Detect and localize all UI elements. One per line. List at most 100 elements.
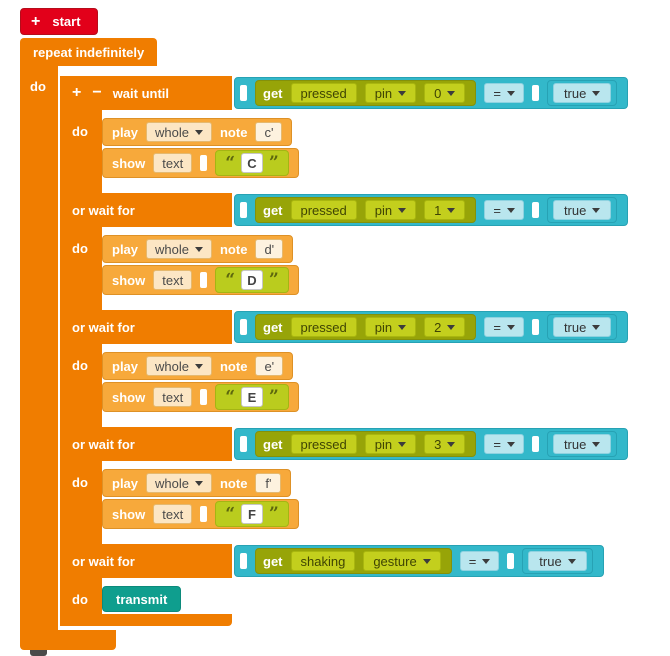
wait-do-label: do bbox=[72, 241, 88, 256]
sensor-mode-field: pressed bbox=[290, 200, 357, 220]
play-note-block[interactable]: play whole note c' bbox=[102, 118, 293, 146]
sensor-port-dropdown[interactable]: 3 bbox=[424, 434, 466, 454]
boolean-dropdown[interactable]: true bbox=[552, 317, 612, 337]
play-note-block[interactable]: play whole note e' bbox=[102, 352, 294, 380]
boolean-dropdown[interactable]: true bbox=[552, 200, 612, 220]
wait-remove-button[interactable]: − bbox=[92, 84, 102, 101]
note-field[interactable]: f' bbox=[255, 473, 282, 493]
operator-dropdown[interactable]: = bbox=[484, 317, 524, 337]
sensor-kind-value: gesture bbox=[373, 553, 417, 569]
string-input[interactable]: D bbox=[240, 270, 263, 290]
play-note-block[interactable]: play whole note f' bbox=[102, 469, 292, 497]
operator-dropdown[interactable]: = bbox=[484, 83, 524, 103]
pin-sensor-block[interactable]: get pressed pin 2 bbox=[255, 314, 477, 340]
value-socket bbox=[200, 272, 208, 288]
string-value-block[interactable]: “ C ” bbox=[215, 150, 289, 176]
repeat-block-footer bbox=[20, 630, 116, 656]
sensor-kind-dropdown[interactable]: pin bbox=[364, 83, 417, 103]
gesture-sensor-block[interactable]: get shaking gesture bbox=[255, 548, 452, 574]
boolean-value-block[interactable]: true bbox=[546, 197, 618, 223]
duration-dropdown[interactable]: whole bbox=[146, 239, 212, 259]
operator-dropdown[interactable]: = bbox=[484, 200, 524, 220]
show-type-field[interactable]: text bbox=[153, 504, 193, 524]
comparison-block[interactable]: get pressed pin 1 bbox=[234, 194, 629, 226]
wait-do-row: do play whole note e' bbox=[60, 352, 628, 412]
sensor-port-dropdown[interactable]: 1 bbox=[424, 200, 466, 220]
boolean-value: true bbox=[563, 85, 587, 101]
sensor-get-label: get bbox=[263, 85, 283, 101]
duration-dropdown[interactable]: whole bbox=[146, 356, 212, 376]
sensor-kind-dropdown[interactable]: pin bbox=[364, 317, 417, 337]
play-label: play bbox=[112, 241, 139, 257]
statement-stack: play whole note e' show text bbox=[102, 352, 299, 412]
sensor-port-dropdown[interactable]: 2 bbox=[424, 317, 466, 337]
boolean-dropdown[interactable]: true bbox=[552, 434, 612, 454]
show-label: show bbox=[112, 389, 146, 405]
boolean-value-block[interactable]: true bbox=[546, 431, 618, 457]
note-field[interactable]: e' bbox=[255, 356, 284, 376]
dropdown-caret-icon bbox=[447, 208, 456, 213]
boolean-value-block[interactable]: true bbox=[522, 548, 593, 574]
start-block[interactable]: + start bbox=[20, 8, 98, 35]
string-value-block[interactable]: “ D ” bbox=[215, 267, 289, 293]
play-note-block[interactable]: play whole note d' bbox=[102, 235, 294, 263]
comparison-block[interactable]: get pressed pin 0 bbox=[234, 77, 629, 109]
sensor-get-label: get bbox=[263, 436, 283, 452]
wait-do-label: do bbox=[72, 358, 88, 373]
sensor-kind-dropdown[interactable]: pin bbox=[364, 434, 417, 454]
string-value-block[interactable]: “ F ” bbox=[215, 501, 289, 527]
pin-sensor-block[interactable]: get pressed pin 3 bbox=[255, 431, 477, 457]
operator-dropdown[interactable]: = bbox=[484, 434, 524, 454]
statement-stack: play whole note d' show text bbox=[102, 235, 299, 295]
comparison-block[interactable]: get shaking gesture = bbox=[234, 545, 604, 577]
pin-sensor-block[interactable]: get pressed pin 1 bbox=[255, 197, 477, 223]
boolean-value-block[interactable]: true bbox=[546, 314, 618, 340]
pin-sensor-block[interactable]: get pressed pin 0 bbox=[255, 80, 477, 106]
string-input[interactable]: F bbox=[240, 504, 263, 524]
boolean-dropdown[interactable]: true bbox=[552, 83, 612, 103]
note-field[interactable]: c' bbox=[255, 122, 283, 142]
transmit-block[interactable]: transmit bbox=[102, 586, 182, 612]
wait-add-button[interactable]: + bbox=[72, 84, 82, 101]
boolean-value-block[interactable]: true bbox=[546, 80, 618, 106]
sensor-kind-dropdown[interactable]: pin bbox=[364, 200, 417, 220]
comparison-block[interactable]: get pressed pin 2 bbox=[234, 311, 629, 343]
comparison-block[interactable]: get pressed pin 3 bbox=[234, 428, 629, 460]
operator-dropdown[interactable]: = bbox=[459, 551, 500, 571]
show-type-field[interactable]: text bbox=[153, 153, 193, 173]
dropdown-caret-icon bbox=[398, 208, 407, 213]
start-plus-button[interactable]: + bbox=[31, 12, 41, 30]
dropdown-caret-icon bbox=[592, 442, 601, 447]
note-word-label: note bbox=[219, 358, 248, 374]
boolean-dropdown[interactable]: true bbox=[528, 551, 587, 571]
duration-dropdown[interactable]: whole bbox=[146, 473, 212, 493]
value-socket bbox=[240, 85, 247, 101]
transmit-label: transmit bbox=[116, 591, 168, 607]
value-socket bbox=[531, 85, 539, 101]
value-socket bbox=[507, 553, 515, 569]
duration-dropdown[interactable]: whole bbox=[146, 122, 212, 142]
show-type-field[interactable]: text bbox=[153, 270, 193, 290]
dropdown-caret-icon bbox=[194, 364, 203, 369]
string-value-block[interactable]: “ E ” bbox=[215, 384, 289, 410]
show-text-block[interactable]: show text “ F ” bbox=[102, 499, 299, 529]
show-label: show bbox=[112, 155, 146, 171]
show-text-block[interactable]: show text “ D ” bbox=[102, 265, 299, 295]
wait-until-block[interactable]: + − wait until get pressed pin bbox=[60, 76, 629, 626]
value-socket bbox=[531, 436, 539, 452]
show-text-block[interactable]: show text “ C ” bbox=[102, 148, 299, 178]
sensor-kind-dropdown[interactable]: gesture bbox=[363, 551, 441, 571]
string-input[interactable]: C bbox=[240, 153, 263, 173]
value-socket bbox=[240, 553, 247, 569]
sensor-port-dropdown[interactable]: 0 bbox=[424, 83, 466, 103]
sensor-mode-field: pressed bbox=[290, 83, 357, 103]
string-input[interactable]: E bbox=[240, 387, 263, 407]
wait-until-label: wait until bbox=[112, 85, 170, 101]
note-word-label: note bbox=[219, 241, 248, 257]
dropdown-caret-icon bbox=[398, 442, 407, 447]
repeat-block[interactable]: repeat indefinitely do + − wait until bbox=[20, 38, 629, 656]
show-type-field[interactable]: text bbox=[153, 387, 193, 407]
note-field[interactable]: d' bbox=[255, 239, 284, 259]
show-text-block[interactable]: show text “ E ” bbox=[102, 382, 299, 412]
